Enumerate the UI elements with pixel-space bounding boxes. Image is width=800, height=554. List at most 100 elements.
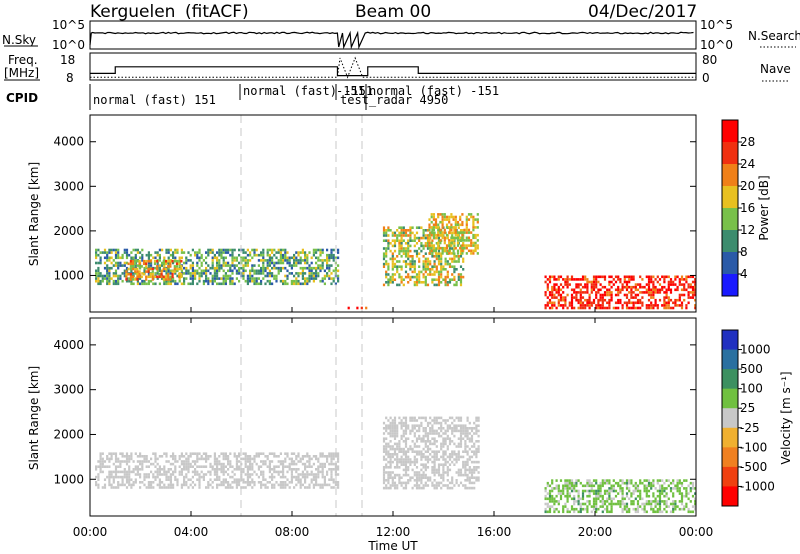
echo-cell (136, 465, 139, 468)
echo-cell (448, 427, 452, 430)
echo-cell (117, 253, 120, 257)
echo-cell (625, 510, 629, 514)
echo-cell (669, 291, 673, 294)
echo-cell (426, 424, 430, 427)
echo-cell (125, 266, 129, 270)
echo-cell (440, 445, 443, 448)
echo-cell (621, 283, 624, 286)
echo-cell (456, 252, 460, 255)
echo-cell (595, 505, 598, 508)
echo-cell (106, 253, 109, 257)
echo-cell (271, 272, 274, 275)
echo-cell (238, 465, 241, 468)
echo-cell (310, 269, 313, 273)
echo-cell (433, 260, 436, 263)
echo-cell (592, 280, 596, 284)
echo-cell (253, 269, 256, 273)
echo-cell (444, 440, 447, 443)
echo-cell (459, 481, 463, 485)
echo-cell (117, 256, 120, 260)
echo-cell (393, 437, 397, 440)
echo-cell (323, 462, 326, 466)
echo-cell (562, 489, 565, 493)
echo-cell (328, 462, 331, 466)
echo-cell (183, 478, 186, 481)
y-tick-label: 3000 (53, 179, 84, 193)
echo-cell (304, 277, 307, 280)
echo-cell (110, 277, 113, 280)
power-colorbar-label: Power [dB] (757, 175, 771, 240)
echo-cell (277, 261, 280, 265)
echo-cell (426, 260, 430, 263)
echo-cell (101, 251, 104, 254)
echo-cell (255, 248, 258, 252)
echo-cell (443, 241, 446, 245)
echo-cell (551, 497, 554, 501)
echo-cell (420, 458, 423, 461)
echo-cell (597, 280, 600, 284)
echo-cell (169, 481, 172, 484)
echo-cell (393, 453, 397, 456)
echo-cell (385, 247, 388, 250)
echo-cell (603, 481, 607, 485)
echo-cell (424, 434, 427, 438)
echo-cell (389, 429, 392, 433)
echo-cell (207, 486, 210, 489)
echo-cell (429, 447, 432, 451)
echo-cell (271, 475, 274, 479)
echo-cell (119, 264, 122, 267)
echo-cell (409, 255, 412, 258)
echo-cell (632, 291, 635, 294)
echo-cell (584, 298, 587, 302)
echo-cell (216, 274, 219, 278)
echo-cell (191, 272, 194, 275)
echo-cell (332, 259, 335, 262)
echo-cell (121, 452, 124, 455)
echo-cell (459, 231, 462, 234)
beam-title: Beam 00 (355, 2, 431, 22)
echo-cell (235, 481, 238, 484)
echo-cell (101, 462, 104, 466)
echo-cell (630, 306, 633, 310)
echo-cell (136, 259, 139, 263)
echo-cell (132, 248, 135, 252)
echo-cell (628, 280, 631, 284)
echo-cell (123, 261, 126, 265)
echo-cell (165, 251, 168, 254)
echo-cell (260, 481, 263, 484)
echo-cell (579, 507, 582, 511)
echo-cell (319, 470, 322, 474)
echo-cell (220, 256, 223, 260)
echo-cell (457, 416, 460, 420)
echo-cell (548, 298, 552, 302)
echo-cell (224, 455, 227, 458)
echo-cell (548, 494, 552, 498)
echo-cell (400, 281, 403, 284)
echo-cell (398, 249, 401, 253)
echo-cell (612, 497, 615, 501)
echo-cell (156, 267, 159, 271)
echo-cell (555, 484, 558, 488)
echo-cell (185, 460, 188, 463)
echo-cell (393, 442, 397, 446)
echo-cell (468, 471, 471, 474)
echo-cell (608, 291, 611, 294)
echo-cell (396, 260, 399, 263)
echo-cell (198, 259, 201, 262)
echo-cell (185, 483, 188, 487)
echo-cell (169, 475, 172, 479)
echo-cell (304, 468, 307, 471)
echo-cell (448, 453, 452, 456)
echo-cell (156, 275, 159, 279)
echo-cell (689, 291, 692, 294)
echo-cell (407, 437, 410, 440)
echo-cell (544, 293, 547, 297)
echo-cell (391, 278, 394, 281)
echo-cell (411, 476, 414, 479)
echo-cell (125, 272, 128, 276)
echo-cell (110, 483, 113, 487)
echo-cell (282, 253, 285, 257)
echo-cell (233, 468, 236, 471)
echo-cell (595, 494, 598, 498)
echo-cell (437, 283, 441, 287)
